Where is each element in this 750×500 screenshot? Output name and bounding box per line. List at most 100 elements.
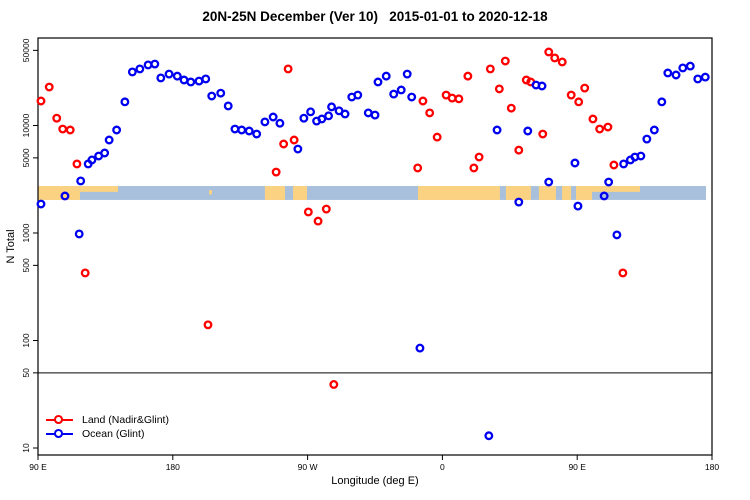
data-point[interactable] xyxy=(612,230,622,240)
data-point[interactable] xyxy=(289,135,299,145)
data-point[interactable] xyxy=(104,135,114,145)
data-point[interactable] xyxy=(574,97,584,107)
data-point[interactable] xyxy=(373,77,383,87)
data-point[interactable] xyxy=(201,74,211,84)
data-point[interactable] xyxy=(283,64,293,74)
data-point[interactable] xyxy=(657,97,667,107)
data-point[interactable] xyxy=(595,124,605,134)
data-point[interactable] xyxy=(663,68,673,78)
data-point[interactable] xyxy=(463,71,473,81)
data-point[interactable] xyxy=(313,216,323,226)
data-point[interactable] xyxy=(619,159,629,169)
data-point[interactable] xyxy=(156,73,166,83)
data-point[interactable] xyxy=(573,201,583,211)
data-point[interactable] xyxy=(425,108,435,118)
data-point[interactable] xyxy=(230,124,240,134)
data-point[interactable] xyxy=(299,113,309,123)
data-point[interactable] xyxy=(279,139,289,149)
data-point[interactable] xyxy=(237,125,247,135)
data-point[interactable] xyxy=(603,122,613,132)
data-point[interactable] xyxy=(223,101,233,111)
data-point[interactable] xyxy=(544,177,554,187)
data-point[interactable] xyxy=(52,113,62,123)
data-point[interactable] xyxy=(327,102,337,112)
data-point[interactable] xyxy=(396,85,406,95)
data-point[interactable] xyxy=(514,145,524,155)
data-point[interactable] xyxy=(340,109,350,119)
data-point[interactable] xyxy=(100,148,110,158)
data-point[interactable] xyxy=(485,64,495,74)
data-point[interactable] xyxy=(381,71,391,81)
data-point[interactable] xyxy=(432,132,442,142)
data-point[interactable] xyxy=(609,160,619,170)
data-point[interactable] xyxy=(65,125,75,135)
data-point[interactable] xyxy=(678,63,688,73)
data-point[interactable] xyxy=(454,94,464,104)
data-point[interactable] xyxy=(303,207,313,217)
data-point[interactable] xyxy=(306,107,316,117)
data-point[interactable] xyxy=(60,191,70,201)
data-point[interactable] xyxy=(523,126,533,136)
data-point[interactable] xyxy=(500,56,510,66)
data-point[interactable] xyxy=(566,90,576,100)
data-point[interactable] xyxy=(588,114,598,124)
data-point[interactable] xyxy=(120,97,130,107)
data-point[interactable] xyxy=(329,380,339,389)
data-point[interactable] xyxy=(135,64,145,74)
data-point[interactable] xyxy=(492,125,502,135)
data-point[interactable] xyxy=(514,197,524,207)
data-point[interactable] xyxy=(44,82,54,92)
data-point[interactable] xyxy=(537,81,547,91)
data-point[interactable] xyxy=(685,61,695,71)
data-point[interactable] xyxy=(260,117,270,127)
data-point[interactable] xyxy=(506,103,516,113)
data-point[interactable] xyxy=(252,129,262,139)
data-point[interactable] xyxy=(317,114,327,124)
data-point[interactable] xyxy=(324,111,334,121)
data-point[interactable] xyxy=(447,93,457,103)
data-point[interactable] xyxy=(494,84,504,94)
data-point[interactable] xyxy=(112,125,122,135)
data-point[interactable] xyxy=(321,204,331,214)
data-point[interactable] xyxy=(538,129,548,139)
data-point[interactable] xyxy=(469,163,479,173)
data-point[interactable] xyxy=(415,343,425,353)
data-point[interactable] xyxy=(544,47,554,57)
data-point[interactable] xyxy=(700,72,710,82)
data-point[interactable] xyxy=(474,152,484,162)
data-point[interactable] xyxy=(36,199,46,209)
data-point[interactable] xyxy=(216,88,226,98)
data-point[interactable] xyxy=(268,112,278,122)
data-point[interactable] xyxy=(353,90,363,100)
data-point[interactable] xyxy=(370,110,380,120)
data-point[interactable] xyxy=(649,125,659,135)
data-point[interactable] xyxy=(150,59,160,69)
data-point[interactable] xyxy=(636,151,646,161)
data-point[interactable] xyxy=(271,167,281,177)
data-point[interactable] xyxy=(207,91,217,101)
data-point[interactable] xyxy=(402,69,412,79)
data-point[interactable] xyxy=(186,77,196,87)
data-point[interactable] xyxy=(164,69,174,79)
data-point[interactable] xyxy=(418,96,428,106)
data-point[interactable] xyxy=(557,57,567,67)
data-point[interactable] xyxy=(87,155,97,165)
data-point[interactable] xyxy=(143,60,153,70)
data-point[interactable] xyxy=(604,177,614,187)
data-point[interactable] xyxy=(80,268,90,278)
data-point[interactable] xyxy=(570,158,580,168)
data-point[interactable] xyxy=(550,53,560,63)
data-point[interactable] xyxy=(76,176,86,186)
data-point[interactable] xyxy=(58,124,68,134)
data-point[interactable] xyxy=(203,320,213,330)
data-point[interactable] xyxy=(642,134,652,144)
data-point[interactable] xyxy=(36,96,46,106)
data-point[interactable] xyxy=(484,431,494,441)
data-point[interactable] xyxy=(293,144,303,154)
data-point[interactable] xyxy=(389,89,399,99)
data-point[interactable] xyxy=(275,118,285,128)
data-point[interactable] xyxy=(72,159,82,169)
data-point[interactable] xyxy=(172,71,182,81)
data-point[interactable] xyxy=(74,229,84,239)
data-point[interactable] xyxy=(580,83,590,93)
